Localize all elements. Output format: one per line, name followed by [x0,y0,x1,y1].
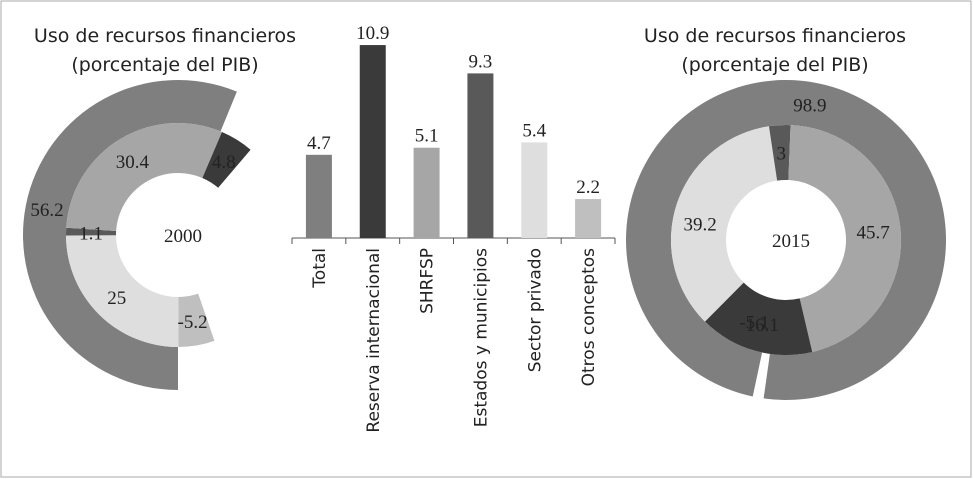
chart-title: Uso de recursos financieros [644,25,906,47]
value-label: 5.1 [415,126,439,147]
value-label: 4.7 [307,133,331,154]
value-label: 9.3 [469,51,493,72]
x-tick-label: Otros conceptos [579,248,599,387]
bar [413,147,440,238]
segment [66,235,179,347]
value-label: 45.7 [856,223,889,244]
center-label: 2015 [772,231,810,252]
chart-title: (porcentaje del PIB) [71,54,258,76]
value-label: 5.4 [522,120,546,141]
chart-title: Uso de recursos financieros [34,25,296,47]
value-label: 10.9 [356,23,389,44]
segment [671,126,778,340]
value-label: 3 [776,144,786,165]
bar [359,45,386,238]
value-label: 56.2 [30,200,63,221]
value-label: 39.2 [683,214,716,235]
value-label: 16.1 [746,315,779,336]
segment [202,131,251,188]
segment [66,227,117,236]
chart-title: (porcentaje del PIB) [681,54,868,76]
value-label: 98.9 [793,96,826,117]
x-tick-label: SHRFSP [418,248,438,314]
value-label: 25 [107,288,126,309]
bar [467,73,494,238]
center-label: 2000 [164,226,202,247]
value-label: -5.1 [739,313,769,334]
x-tick-label: Total [310,248,330,289]
segment [768,125,791,181]
value-label: 1.1 [79,223,103,244]
segment [178,293,215,347]
value-label: -5.2 [178,312,208,333]
bar [521,142,548,238]
bar [305,154,332,238]
x-tick-label: Estados y municipios [471,248,491,427]
x-tick-label: Reserva internacional [364,248,384,433]
outer-ring [23,79,237,391]
value-label: 30.4 [116,152,150,173]
value-label: 4.8 [212,152,236,173]
value-label: 2.2 [576,177,600,198]
segment [66,122,222,232]
segment [788,125,901,352]
bar [575,199,602,238]
x-tick-label: Sector privado [525,248,545,372]
segment [705,282,813,355]
